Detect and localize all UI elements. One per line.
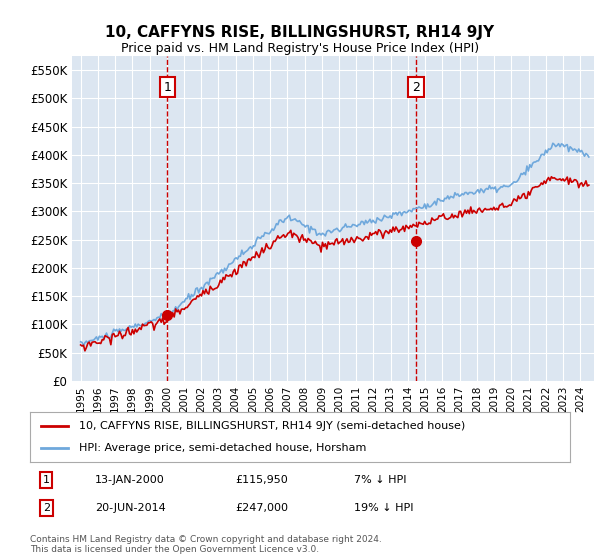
Text: 20-JUN-2014: 20-JUN-2014 (95, 503, 166, 513)
Text: 13-JAN-2000: 13-JAN-2000 (95, 475, 164, 485)
Text: 10, CAFFYNS RISE, BILLINGSHURST, RH14 9JY: 10, CAFFYNS RISE, BILLINGSHURST, RH14 9J… (106, 25, 494, 40)
Text: HPI: Average price, semi-detached house, Horsham: HPI: Average price, semi-detached house,… (79, 443, 366, 453)
Text: 10, CAFFYNS RISE, BILLINGSHURST, RH14 9JY (semi-detached house): 10, CAFFYNS RISE, BILLINGSHURST, RH14 9J… (79, 421, 465, 431)
Text: 1: 1 (164, 81, 172, 94)
Text: 7% ↓ HPI: 7% ↓ HPI (354, 475, 407, 485)
Text: 19% ↓ HPI: 19% ↓ HPI (354, 503, 413, 513)
Text: 2: 2 (43, 503, 50, 513)
Text: 2: 2 (412, 81, 420, 94)
Text: £247,000: £247,000 (235, 503, 288, 513)
Text: 1: 1 (43, 475, 50, 485)
Text: Contains HM Land Registry data © Crown copyright and database right 2024.
This d: Contains HM Land Registry data © Crown c… (30, 535, 382, 554)
Text: Price paid vs. HM Land Registry's House Price Index (HPI): Price paid vs. HM Land Registry's House … (121, 42, 479, 55)
Text: £115,950: £115,950 (235, 475, 288, 485)
